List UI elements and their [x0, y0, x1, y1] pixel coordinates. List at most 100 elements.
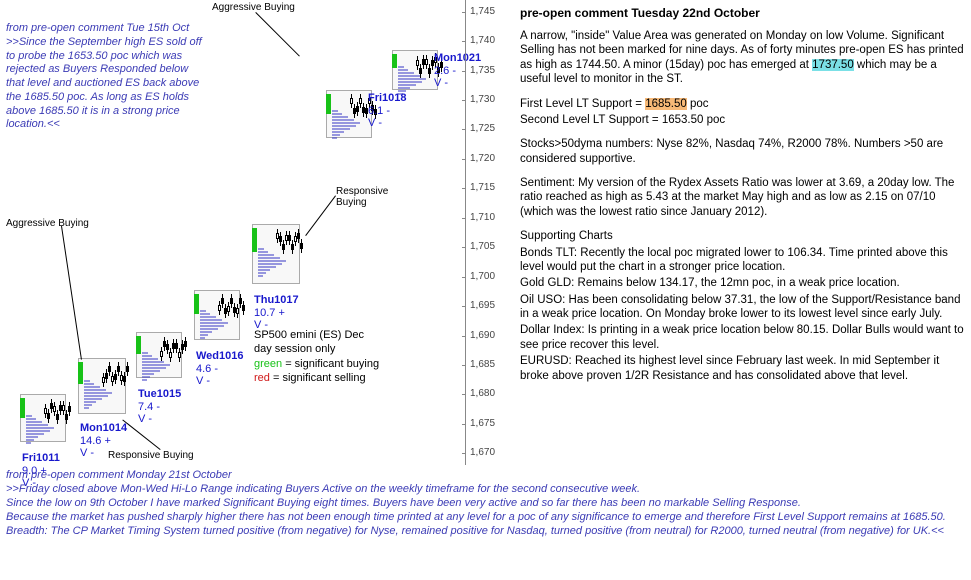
legend-session: day session only [254, 342, 414, 356]
supporting-dollar: Dollar Index: Is printing in a weak pric… [520, 323, 965, 352]
candle-body [279, 236, 282, 242]
axis-tick [462, 71, 466, 72]
candle-body [239, 298, 242, 304]
significant-buying-marker [326, 94, 331, 114]
note-prior-monday-l2: Since the low on 9th October I have mark… [6, 497, 801, 509]
significant-buying-marker [392, 54, 397, 68]
candle-body [236, 308, 239, 314]
support1-label: First Level LT Support = [520, 98, 645, 110]
axis-tick [462, 129, 466, 130]
candle-body [425, 59, 428, 65]
candle-body [53, 406, 56, 412]
axis-tick [462, 453, 466, 454]
axis-tick-label: 1,670 [470, 447, 495, 458]
candle-body [184, 341, 187, 347]
axis-tick [462, 336, 466, 337]
candle-body [105, 373, 108, 379]
axis-tick [462, 277, 466, 278]
axis-tick [462, 424, 466, 425]
candle-body [114, 374, 117, 380]
note-prior-monday-title: from pre-open comment Monday 21st Octobe… [6, 469, 232, 481]
axis-tick-label: 1,675 [470, 418, 495, 429]
supporting-eurusd: EURUSD: Reached its highest level since … [520, 354, 965, 383]
significant-buying-marker [136, 336, 141, 354]
commentary-support1: First Level LT Support = 1685.50 poc [520, 97, 965, 111]
legend-instrument: SP500 emini (ES) Dec [254, 328, 414, 342]
volume-profile [142, 352, 170, 382]
axis-tick [462, 12, 466, 13]
axis-tick-label: 1,710 [470, 212, 495, 223]
highlight-minor-poc: 1737.50 [812, 59, 854, 71]
supporting-gold: Gold GLD: Remains below 134.17, the 12mn… [520, 276, 965, 290]
candle-body [356, 106, 359, 112]
supporting-oil: Oil USO: Has been consolidating below 37… [520, 293, 965, 322]
candle-body [47, 413, 50, 419]
candle-body [56, 414, 59, 420]
annotation-responsive-buying-bottom: Responsive Buying [108, 450, 194, 461]
axis-tick-label: 1,735 [470, 65, 495, 76]
axis-tick-label: 1,690 [470, 330, 495, 341]
axis-tick-label: 1,700 [470, 271, 495, 282]
axis-tick-label: 1,740 [470, 35, 495, 46]
axis-tick-label: 1,725 [470, 123, 495, 134]
commentary-support2: Second Level LT Support = 1653.50 poc [520, 113, 965, 127]
volume-profile [258, 248, 286, 278]
axis-tick-label: 1,685 [470, 359, 495, 370]
legend-buy-word: green [254, 358, 282, 370]
day-label-thu1017: Thu101710.7 +V - [254, 294, 299, 332]
candle-body [68, 406, 71, 412]
commentary-breadth: Stocks>50dyma numbers: Nyse 82%, Nasdaq … [520, 137, 965, 166]
candle-body [62, 405, 65, 411]
candle-body [126, 366, 129, 372]
candle-body [117, 366, 120, 372]
volume-profile [332, 110, 360, 140]
supporting-bonds: Bonds TLT: Recently the local poc migrat… [520, 246, 965, 275]
candle-body [428, 68, 431, 74]
legend-sell-row: red = significant selling [254, 371, 414, 385]
significant-buying-marker [20, 398, 25, 418]
day-label-fri1018: Fri10186.1 -V - [368, 92, 407, 130]
page-root: Fri10119.0 +V -Mon101414.6 +V -Tue10157.… [0, 0, 971, 580]
support1-suffix: poc [687, 98, 709, 110]
day-label-wed1016: Wed10164.6 -V - [196, 350, 244, 388]
note-prior-monday-l4: Breadth: The CP Market Timing System tur… [6, 525, 944, 537]
legend-buy-text: = significant buying [285, 358, 379, 370]
axis-tick-label: 1,730 [470, 94, 495, 105]
commentary-sentiment: Sentiment: My version of the Rydex Asset… [520, 176, 965, 219]
axis-tick-label: 1,695 [470, 300, 495, 311]
note-prior-monday: from pre-open comment Monday 21st Octobe… [6, 468, 964, 538]
commentary-title: pre-open comment Tuesday 22nd October [520, 6, 965, 21]
candle-body [359, 98, 362, 104]
axis-tick-label: 1,680 [470, 388, 495, 399]
annotation-responsive-buying-right: Responsive Buying [336, 186, 388, 208]
candle-body [123, 376, 126, 382]
significant-buying-marker [194, 294, 199, 314]
candle-body [218, 305, 221, 311]
candle-body [416, 60, 419, 66]
chart-legend: SP500 emini (ES) Dec day session only gr… [254, 328, 414, 385]
axis-tick [462, 188, 466, 189]
volume-profile [84, 380, 112, 410]
candle-body [230, 298, 233, 304]
axis-tick [462, 218, 466, 219]
day-label-tue1015: Tue10157.4 -V - [138, 388, 181, 426]
candle-body [108, 366, 111, 372]
axis-tick [462, 100, 466, 101]
price-axis: 1,670 1,675 1,680 1,685 1,690 1,695 1,700 1,705… [465, 0, 517, 465]
significant-buying-marker [78, 362, 83, 384]
axis-tick [462, 365, 466, 366]
axis-tick-label: 1,715 [470, 182, 495, 193]
candle-body [282, 244, 285, 250]
candle-body [419, 68, 422, 74]
legend-sell-text: = significant selling [273, 372, 366, 384]
note-prior-monday-l3: Because the market has pushed sharply hi… [6, 511, 946, 523]
annotation-arrow [305, 195, 336, 236]
candle-body [291, 244, 294, 250]
commentary-panel: pre-open comment Tuesday 22nd October A … [520, 6, 965, 393]
significant-buying-marker [252, 228, 257, 252]
axis-tick-label: 1,705 [470, 241, 495, 252]
axis-tick-label: 1,745 [470, 6, 495, 17]
candle-body [221, 298, 224, 304]
axis-tick-label: 1,720 [470, 153, 495, 164]
annotation-arrow [61, 226, 82, 360]
